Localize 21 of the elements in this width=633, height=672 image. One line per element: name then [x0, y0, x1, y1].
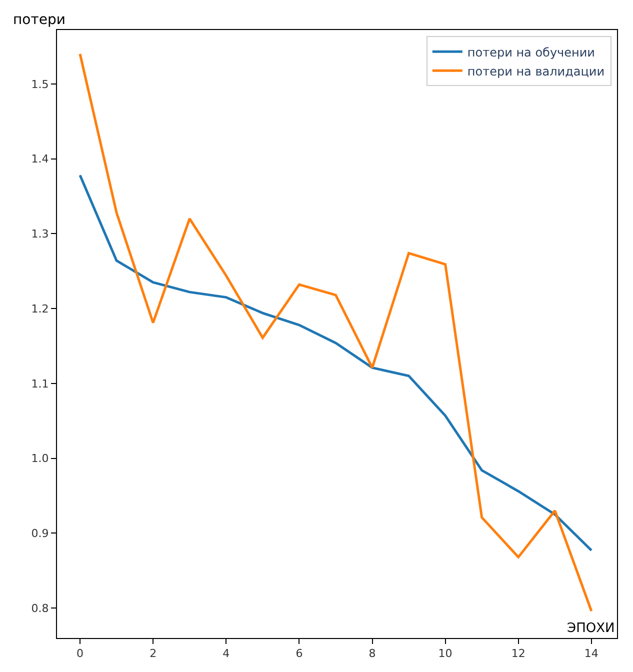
x-tick-label: 10	[438, 647, 452, 660]
y-tick-label: 0.9	[31, 527, 49, 540]
x-tick-label: 8	[368, 647, 376, 660]
y-tick-label: 1.4	[31, 152, 49, 166]
y-tick-label: 1.1	[31, 377, 49, 390]
x-axis-title: ЭПОХИ	[567, 621, 615, 636]
x-tick-label: 14	[584, 647, 598, 660]
x-tick-label: 6	[296, 647, 303, 660]
y-axis-title: потери	[13, 12, 66, 28]
line-series	[78, 174, 593, 552]
y-tick-label: 1.2	[31, 302, 49, 316]
x-tick-label: 12	[511, 647, 526, 660]
legend-label: потери на обучении	[467, 45, 595, 60]
y-tick-label: 0.8	[31, 602, 49, 615]
y-tick-label: 1.3	[31, 228, 49, 241]
x-tick-label: 4	[222, 647, 230, 660]
x-tick-label: 2	[150, 647, 157, 660]
legend-label: потери на валидации	[467, 64, 605, 78]
y-tick-label: 1.0	[31, 452, 49, 466]
y-tick-label: 1.5	[31, 78, 49, 91]
x-tick-label: 0	[76, 647, 84, 660]
